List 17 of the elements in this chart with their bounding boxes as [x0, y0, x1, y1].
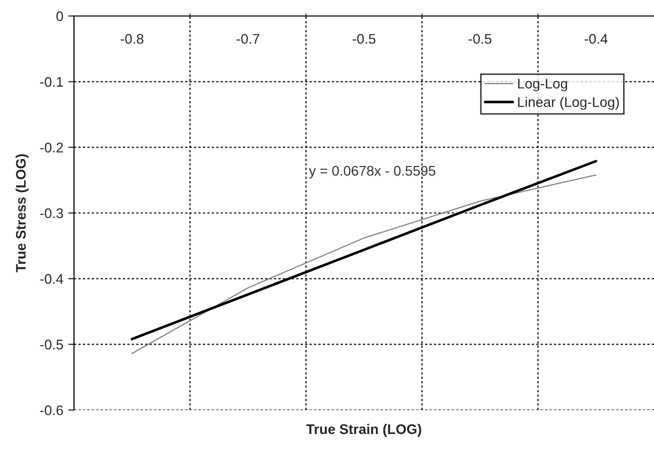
x-axis-title: True Strain (LOG): [306, 424, 422, 437]
y-tick-label: 0: [56, 11, 64, 22]
y-tick-label: -0.6: [40, 405, 63, 416]
y-tick-label: -0.4: [40, 274, 64, 284]
y-tick-label: -0.3: [40, 208, 63, 218]
x-tick-label: -0.5: [468, 34, 492, 44]
x-tick-label: -0.5: [352, 34, 376, 44]
x-tick-label: -0.7: [236, 34, 260, 44]
legend-label: Linear (Log-Log): [518, 96, 619, 110]
x-tick-label: -0.8: [120, 34, 144, 44]
legend-label: Log-Log: [518, 78, 568, 92]
y-tick-label: -0.5: [40, 340, 64, 350]
x-tick-label: -0.4: [584, 34, 608, 44]
y-tick-label: -0.2: [40, 142, 63, 153]
annotation: y = 0.0678x - 0.5595: [308, 166, 436, 178]
y-tick-label: -0.1: [40, 77, 63, 87]
y-axis-title: True Stress (LOG): [16, 154, 29, 272]
